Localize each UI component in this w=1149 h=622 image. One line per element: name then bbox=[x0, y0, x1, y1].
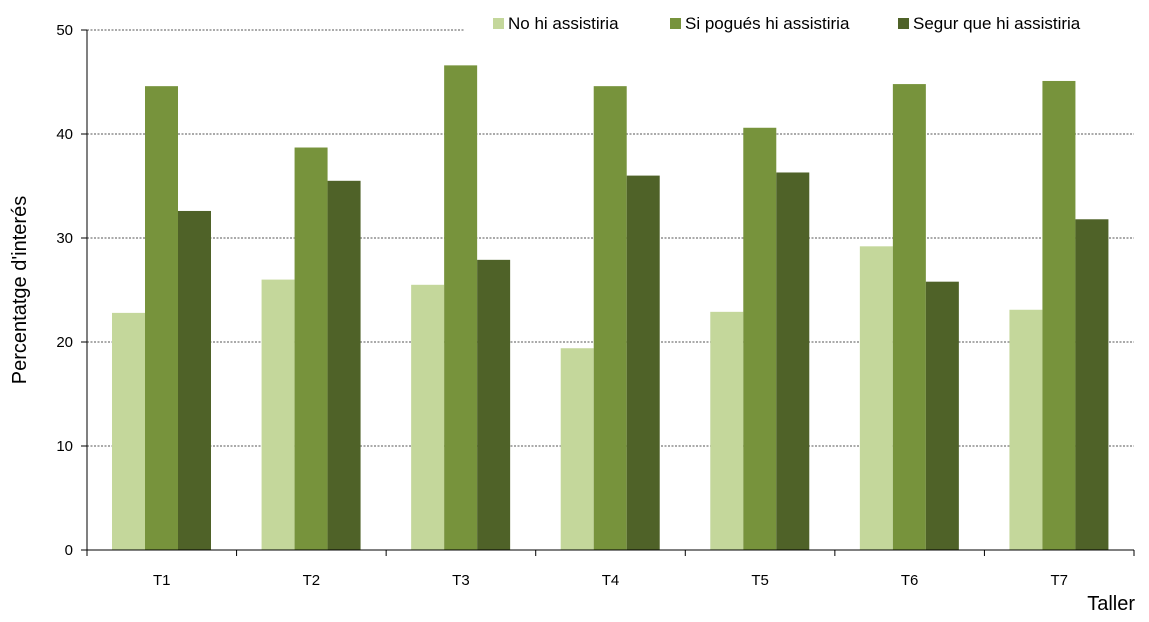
x-tick-label: T7 bbox=[1050, 572, 1068, 589]
bar-t1-series-2 bbox=[145, 86, 178, 550]
bar-t4-series-3 bbox=[626, 175, 660, 550]
bar-t5-series-1 bbox=[710, 311, 744, 550]
x-tick-label: T1 bbox=[153, 572, 171, 589]
bar-t6-series-2 bbox=[892, 84, 926, 550]
bar-t1-series-1 bbox=[112, 312, 145, 550]
bar-t7-series-1 bbox=[1009, 309, 1043, 550]
legend-background bbox=[464, 6, 1136, 42]
bar-t3-series-3 bbox=[477, 259, 511, 550]
y-tick-label: 20 bbox=[56, 334, 73, 351]
bar-t5-series-3 bbox=[776, 172, 810, 551]
legend-label-series-3: Segur que hi assistiria bbox=[913, 14, 1081, 33]
bars bbox=[112, 65, 1109, 551]
axes bbox=[81, 29, 1135, 556]
bar-t2-series-3 bbox=[327, 180, 361, 551]
legend-swatch-series-2 bbox=[670, 18, 681, 29]
y-axis-title: Percentatge d'interés bbox=[9, 196, 31, 384]
x-tick-label: T2 bbox=[303, 572, 321, 589]
legend-swatch-series-3 bbox=[898, 18, 909, 29]
bar-t2-series-1 bbox=[261, 279, 295, 550]
x-tick-label: T4 bbox=[602, 572, 620, 589]
legend-swatch-series-1 bbox=[493, 18, 504, 29]
bar-t3-series-1 bbox=[411, 284, 445, 550]
y-tick-labels: 0 10 20 30 40 50 bbox=[56, 22, 73, 559]
x-tick-label: T5 bbox=[751, 572, 769, 589]
bar-t7-series-2 bbox=[1042, 80, 1076, 551]
legend-label-series-2: Si pogués hi assistiria bbox=[685, 14, 850, 33]
bar-t3-series-2 bbox=[444, 65, 478, 551]
x-tick-label: T3 bbox=[452, 572, 470, 589]
bar-t7-series-3 bbox=[1075, 219, 1109, 550]
y-tick-label: 40 bbox=[56, 126, 73, 143]
bar-t1-series-3 bbox=[178, 210, 211, 550]
y-tick-label: 10 bbox=[56, 438, 73, 455]
bar-t4-series-1 bbox=[560, 348, 594, 550]
bar-t4-series-2 bbox=[593, 86, 627, 550]
bar-t6-series-3 bbox=[925, 281, 959, 550]
legend: No hi assistiria Si pogués hi assistiria S… bbox=[464, 6, 1136, 42]
y-tick-label: 50 bbox=[56, 22, 73, 39]
bar-t6-series-1 bbox=[859, 246, 893, 550]
bar-t5-series-2 bbox=[743, 127, 777, 550]
y-tick-label: 30 bbox=[56, 230, 73, 247]
legend-label-series-1: No hi assistiria bbox=[508, 14, 619, 33]
x-tick-label: T6 bbox=[901, 572, 919, 589]
x-axis-title: Taller bbox=[1087, 593, 1135, 615]
bar-t2-series-2 bbox=[294, 147, 328, 550]
y-tick-label: 0 bbox=[65, 542, 73, 559]
x-tick-labels: T1 T2 T3 T4 T5 T6 T7 bbox=[153, 572, 1068, 589]
